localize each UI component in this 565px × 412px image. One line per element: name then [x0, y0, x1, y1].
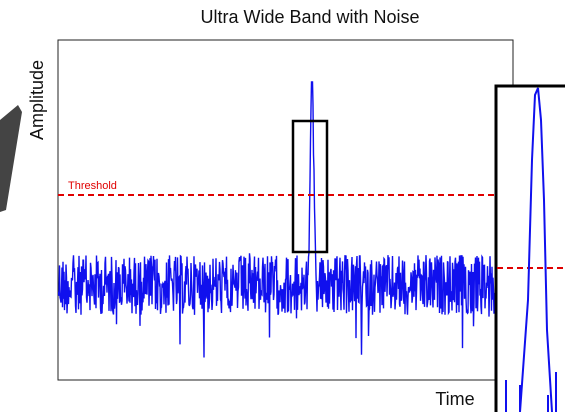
zoom-signal — [519, 87, 553, 412]
plot-frame — [57, 39, 514, 381]
threshold-label: Threshold — [68, 180, 117, 192]
zoom-noise — [505, 372, 557, 412]
y-axis-label: Amplitude — [27, 60, 47, 140]
signal — [58, 81, 495, 358]
title: Ultra Wide Band with Noise — [200, 7, 419, 27]
zoom-panel — [494, 84, 565, 412]
zoom-marker — [291, 119, 329, 254]
decor-shape — [0, 105, 22, 212]
x-axis-label: Time — [435, 389, 474, 409]
